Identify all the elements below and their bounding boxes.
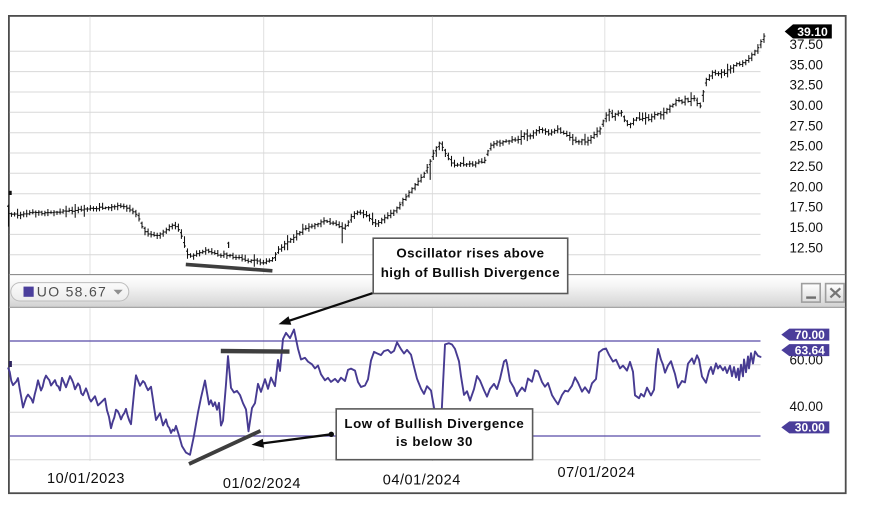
svg-text:10/01/2023: 10/01/2023 [47,471,125,487]
svg-text:35.00: 35.00 [790,57,824,72]
svg-text:04/01/2024: 04/01/2024 [383,473,461,489]
svg-text:Low of Bullish Divergence: Low of Bullish Divergence [344,416,524,431]
svg-text:22.50: 22.50 [790,159,824,174]
svg-text:30.00: 30.00 [790,98,824,113]
svg-text:07/01/2024: 07/01/2024 [557,465,635,481]
svg-text:40.00: 40.00 [790,399,824,414]
svg-text:17.50: 17.50 [790,200,824,215]
svg-text:27.50: 27.50 [790,118,824,133]
svg-text:15.00: 15.00 [790,220,824,235]
svg-text:Oscillator rises above: Oscillator rises above [396,246,544,261]
svg-text:20.00: 20.00 [790,179,824,194]
svg-text:is below 30: is below 30 [396,434,473,449]
svg-text:01/02/2024: 01/02/2024 [223,476,301,492]
svg-text:70.00: 70.00 [795,328,825,342]
svg-text:37.50: 37.50 [790,37,824,52]
svg-text:25.00: 25.00 [790,139,824,154]
svg-text:12.50: 12.50 [790,240,824,255]
svg-text:63.64: 63.64 [795,343,825,357]
svg-text:30.00: 30.00 [795,421,825,435]
svg-text:high of Bullish Divergence: high of Bullish Divergence [381,265,560,280]
svg-text:UO 58.67: UO 58.67 [37,283,107,299]
svg-text:39.10: 39.10 [797,25,828,39]
svg-text:32.50: 32.50 [790,78,824,93]
